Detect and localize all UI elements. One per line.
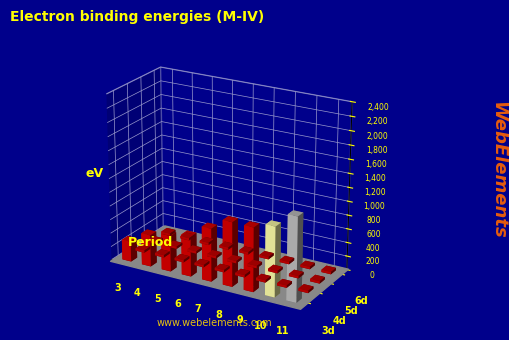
Text: Electron binding energies (M-IV): Electron binding energies (M-IV) [10, 10, 264, 24]
Text: WebElements: WebElements [489, 101, 506, 239]
Text: www.webelements.com: www.webelements.com [156, 318, 271, 328]
